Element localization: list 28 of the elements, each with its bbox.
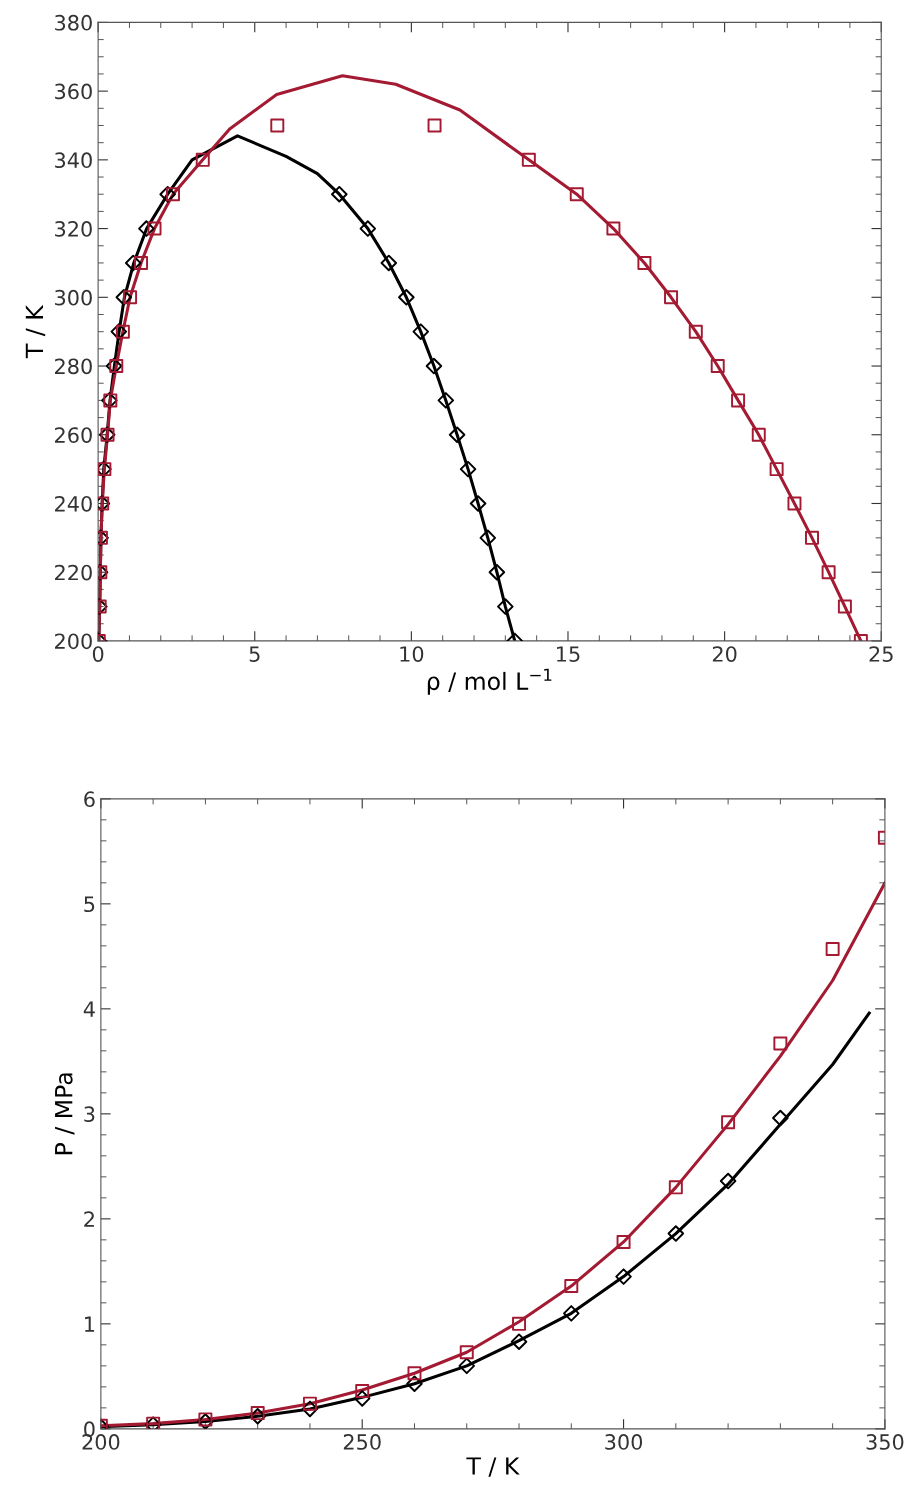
x-tick-label: 20	[712, 646, 737, 662]
x-axis-title: T / K	[466, 1457, 520, 1477]
y-tick-label: 380	[55, 14, 92, 31]
y-tick-label: 280	[55, 358, 92, 375]
x-tick-label: 300	[605, 1434, 643, 1450]
x-tick-label: 10	[400, 646, 424, 662]
x-tick-label: 25	[869, 646, 893, 662]
y-tick-label: 260	[55, 427, 92, 443]
x-axis-title: ρ / mol L$^{−1}$	[427, 668, 552, 695]
x-tick-label: 15	[557, 646, 580, 662]
y-tick-label: 200	[55, 633, 92, 650]
y-tick-label: 340	[55, 152, 92, 169]
y-tick-label: 360	[55, 83, 92, 100]
x-tick-label: 350	[866, 1434, 904, 1450]
y-tick-label: 1	[85, 1316, 95, 1332]
x-tick-label: 250	[343, 1434, 381, 1450]
y-axis-title: P / MPa	[55, 1073, 75, 1155]
y-axis-title: T / K	[25, 304, 46, 359]
y-tick-label: 320	[55, 221, 92, 237]
y-tick-label: 2	[84, 1211, 94, 1227]
y-tick-label: 220	[55, 564, 92, 581]
x-tick-label: 5	[249, 646, 260, 662]
y-tick-label: 5	[84, 896, 95, 913]
y-tick-label: 4	[83, 1001, 95, 1017]
y-tick-label: 6	[84, 791, 95, 808]
y-tick-label: 240	[55, 495, 92, 512]
y-tick-label: 3	[84, 1106, 95, 1123]
y-tick-label: 300	[55, 289, 92, 306]
